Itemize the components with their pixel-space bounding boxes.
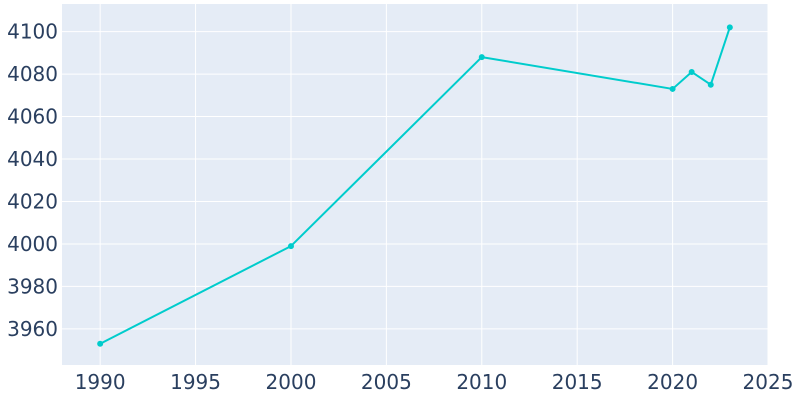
series-layer [97, 24, 733, 347]
x-tick-label: 2015 [552, 370, 603, 394]
data-point [287, 243, 294, 250]
y-tick-label: 4020 [7, 189, 58, 213]
y-tick-label: 4060 [7, 105, 58, 129]
x-tick-label: 1990 [75, 370, 126, 394]
y-tick-label: 3960 [7, 317, 58, 341]
x-tick-label: 2020 [647, 370, 698, 394]
x-tick-label: 1995 [170, 370, 221, 394]
data-point [97, 340, 104, 347]
data-point [669, 85, 676, 92]
x-tick-label: 2025 [743, 370, 794, 394]
x-tick-label: 2000 [266, 370, 317, 394]
data-point [726, 24, 733, 31]
x-tick-label: 2005 [361, 370, 412, 394]
grid [62, 4, 769, 365]
y-tick-label: 3980 [7, 274, 58, 298]
data-point [707, 81, 714, 88]
data-point [478, 54, 485, 61]
y-tick-label: 4040 [7, 147, 58, 171]
y-tick-label: 4100 [7, 20, 58, 44]
axis-labels: 1990 1995 2000 2005 2010 2015 2020 2025 3960 3980… [7, 20, 793, 394]
y-tick-label: 4080 [7, 62, 58, 86]
x-tick-label: 2010 [456, 370, 507, 394]
data-point [688, 68, 695, 75]
y-tick-label: 4000 [7, 232, 58, 256]
plot-background [62, 4, 768, 365]
